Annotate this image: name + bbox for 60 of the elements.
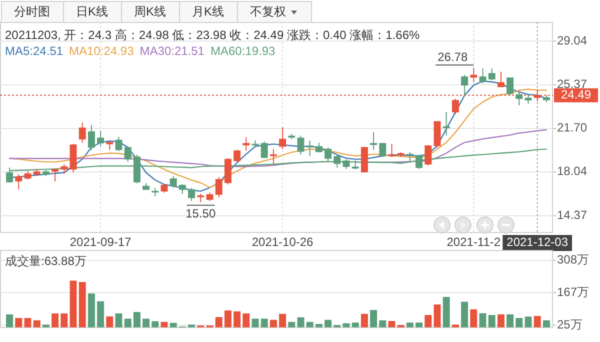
candlestick: [178, 184, 186, 194]
candlestick: [215, 176, 222, 198]
text: 月K线: [192, 4, 224, 19]
y-tick-label: 167万: [557, 284, 590, 299]
candlestick: [406, 152, 414, 162]
annotation: 20211203, 开：24.3 高：24.98 低：23.98 收：24.49 涨跌：0.40 涨幅：1.66%: [5, 28, 420, 42]
candlestick: [52, 168, 59, 182]
text: 周K线: [134, 4, 166, 19]
x-tick-label: 2021-09-17: [70, 235, 132, 250]
text: 不复权: [250, 4, 286, 19]
y-tick-label: 21.70: [557, 120, 588, 135]
candlestick: [297, 135, 304, 156]
text: MA60:19.93: [210, 44, 276, 58]
candlestick: [260, 141, 268, 159]
candlestick: [78, 122, 86, 144]
candlestick: [188, 187, 196, 202]
annotation: 15.50: [186, 206, 216, 220]
candlestick: [60, 164, 68, 174]
candlestick: [370, 132, 378, 150]
candlestick: [524, 93, 532, 104]
candlestick: [424, 144, 432, 166]
text: 日K线: [76, 4, 108, 19]
candlestick: [516, 91, 523, 106]
y-tick-label: 29.04: [557, 33, 588, 48]
candlestick: [242, 136, 250, 152]
candlestick: [234, 149, 241, 162]
candlestick: [115, 136, 122, 152]
y-tick-label: 25万: [557, 317, 582, 332]
candlestick: [334, 154, 341, 168]
x-tick-label: 2021-11-2: [446, 235, 501, 250]
text: MA10:24.93: [69, 44, 134, 58]
x-tick-label: 2021-12-03: [506, 235, 568, 250]
y-tick-label: 14.37: [557, 208, 588, 222]
candlestick: [97, 130, 104, 147]
text: 分时图: [14, 4, 50, 19]
candlestick: [452, 98, 459, 115]
candlestick: [479, 68, 486, 84]
x-tick-label: 2021-10-26: [252, 235, 314, 250]
candlestick: [279, 126, 286, 150]
candlestick: [315, 142, 322, 153]
text: MA30:21.51: [140, 44, 205, 58]
candlestick: [461, 74, 468, 96]
candlestick: [306, 140, 314, 156]
text: MA5:24.51: [5, 44, 64, 58]
candlestick: [170, 176, 177, 188]
candlestick: [88, 124, 95, 150]
candlestick: [388, 143, 396, 158]
y-tick-label: 308万: [557, 252, 590, 267]
candlestick: [224, 158, 232, 185]
annotation: 26.78: [438, 50, 468, 64]
candlestick: [379, 142, 386, 158]
candlestick: [470, 68, 478, 83]
candlestick: [506, 77, 514, 96]
chart-title: 成交量:63.88万: [5, 254, 86, 268]
candlestick: [488, 68, 496, 81]
candlestick: [124, 146, 132, 162]
candlestick: [106, 140, 114, 150]
y-tick-label: 18.04: [557, 164, 588, 178]
candlestick: [15, 174, 22, 190]
candlestick: [497, 71, 504, 88]
